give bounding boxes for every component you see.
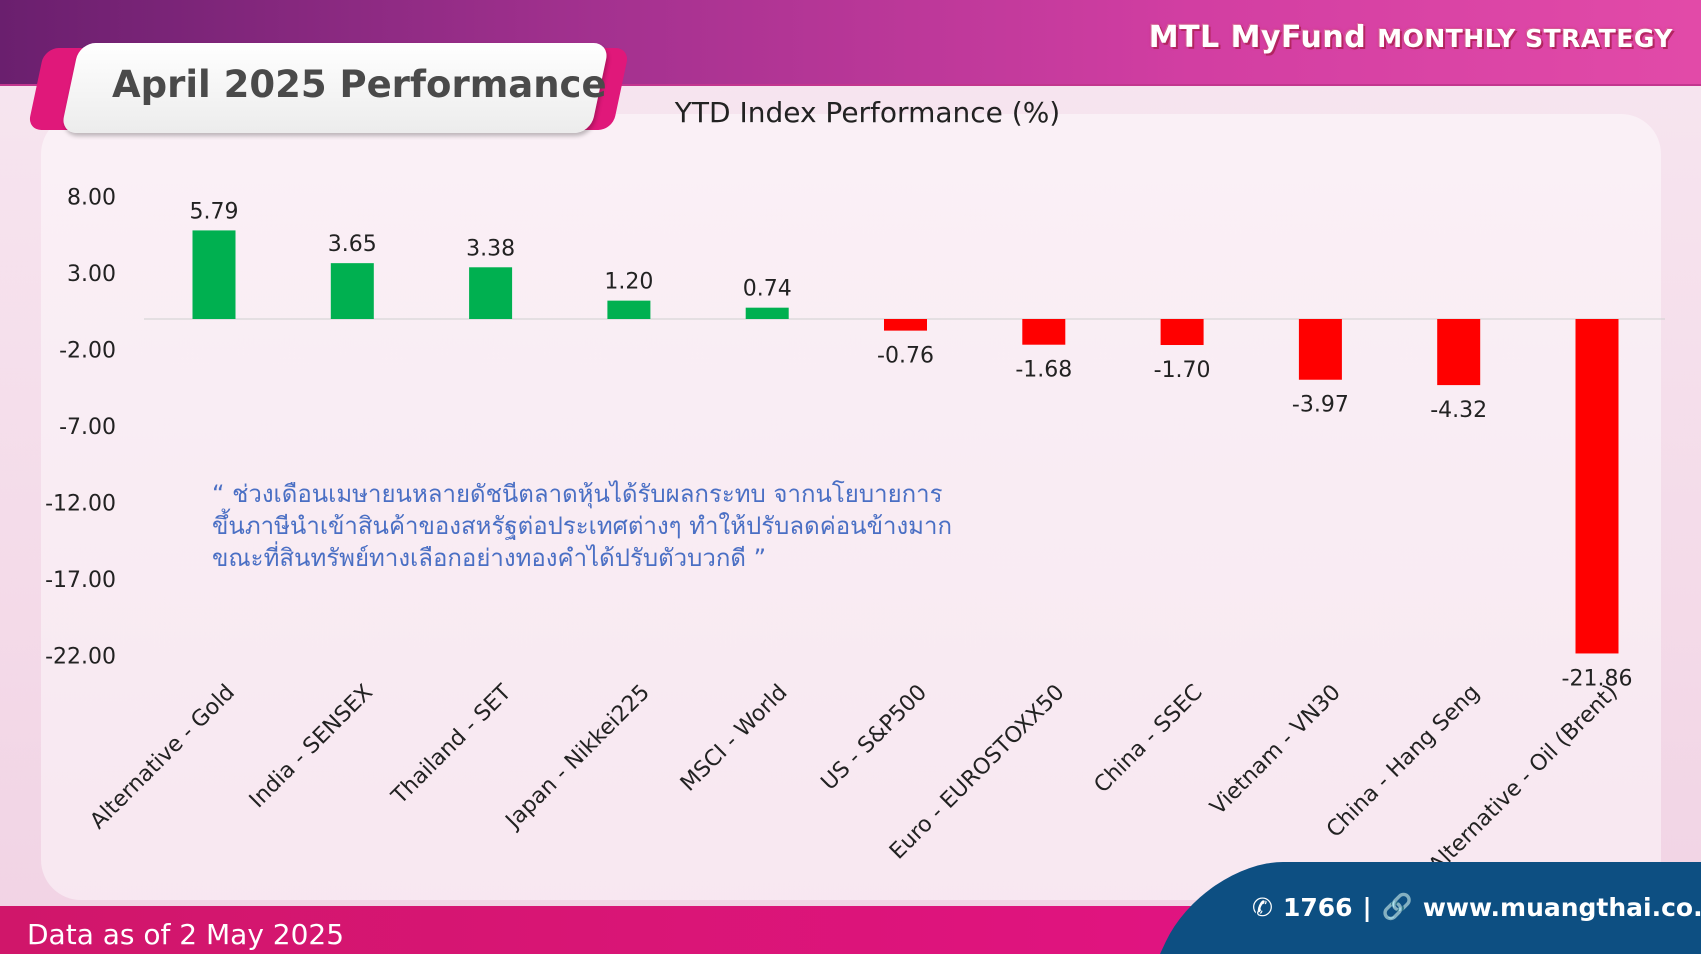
- y-tick-label: -22.00: [45, 645, 116, 670]
- y-tick-label: -7.00: [59, 415, 116, 440]
- y-tick-label: -2.00: [59, 339, 116, 364]
- value-label: -1.68: [1015, 358, 1072, 383]
- quote-line: ขณะที่สินทรัพย์ทางเลือกอย่างทองคำได้ปรับ…: [212, 544, 767, 572]
- bar: [1575, 319, 1619, 654]
- bar: [884, 319, 927, 331]
- y-tick-label: -12.00: [45, 492, 116, 517]
- commentary-quote: “ ช่วงเดือนเมษายนหลายดัชนีตลาดหุ้นได้รับ…: [212, 478, 952, 574]
- separator: |: [1362, 892, 1372, 922]
- value-label: 3.38: [466, 236, 515, 261]
- value-label: 0.74: [743, 277, 792, 302]
- quote-line: ขึ้นภาษีนำเข้าสินค้าของสหรัฐต่อประเทศต่า…: [212, 512, 952, 540]
- value-label: -3.97: [1292, 393, 1349, 418]
- chart-title: YTD Index Performance (%): [674, 96, 1061, 129]
- website-link[interactable]: www.muangthai.co.th: [1422, 892, 1701, 922]
- phone-icon: ✆: [1252, 892, 1273, 922]
- phone-number[interactable]: 1766: [1282, 892, 1353, 922]
- bar: [1437, 319, 1481, 386]
- value-label: -1.70: [1154, 358, 1211, 383]
- bar: [192, 230, 236, 319]
- link-icon: 🔗: [1381, 892, 1413, 921]
- value-label: -4.32: [1430, 398, 1487, 423]
- bar: [330, 263, 374, 319]
- brand-logo: MTL MyFund MONTHLY STRATEGY: [1148, 20, 1673, 55]
- bar: [469, 267, 513, 319]
- bar: [1022, 319, 1066, 345]
- value-label: -21.86: [1562, 666, 1633, 691]
- y-tick-label: 3.00: [67, 262, 116, 287]
- bar: [1160, 319, 1204, 346]
- data-as-of: Data as of 2 May 2025: [27, 918, 345, 951]
- value-label: 5.79: [190, 199, 239, 224]
- bar: [1298, 319, 1342, 380]
- bar: [607, 300, 651, 319]
- bar: [745, 307, 789, 319]
- value-label: -0.76: [877, 344, 934, 369]
- y-tick-label: -17.00: [45, 568, 116, 593]
- value-label: 3.65: [328, 232, 377, 257]
- contact-info: ✆ 1766 | 🔗 www.muangthai.co.th: [1252, 892, 1701, 922]
- chart-panel: [41, 114, 1661, 900]
- value-label: 1.20: [604, 270, 653, 295]
- y-tick-label: 8.00: [67, 186, 116, 211]
- quote-line: “ ช่วงเดือนเมษายนหลายดัชนีตลาดหุ้นได้รับ…: [212, 480, 943, 508]
- page-title: April 2025 Performance: [112, 63, 607, 106]
